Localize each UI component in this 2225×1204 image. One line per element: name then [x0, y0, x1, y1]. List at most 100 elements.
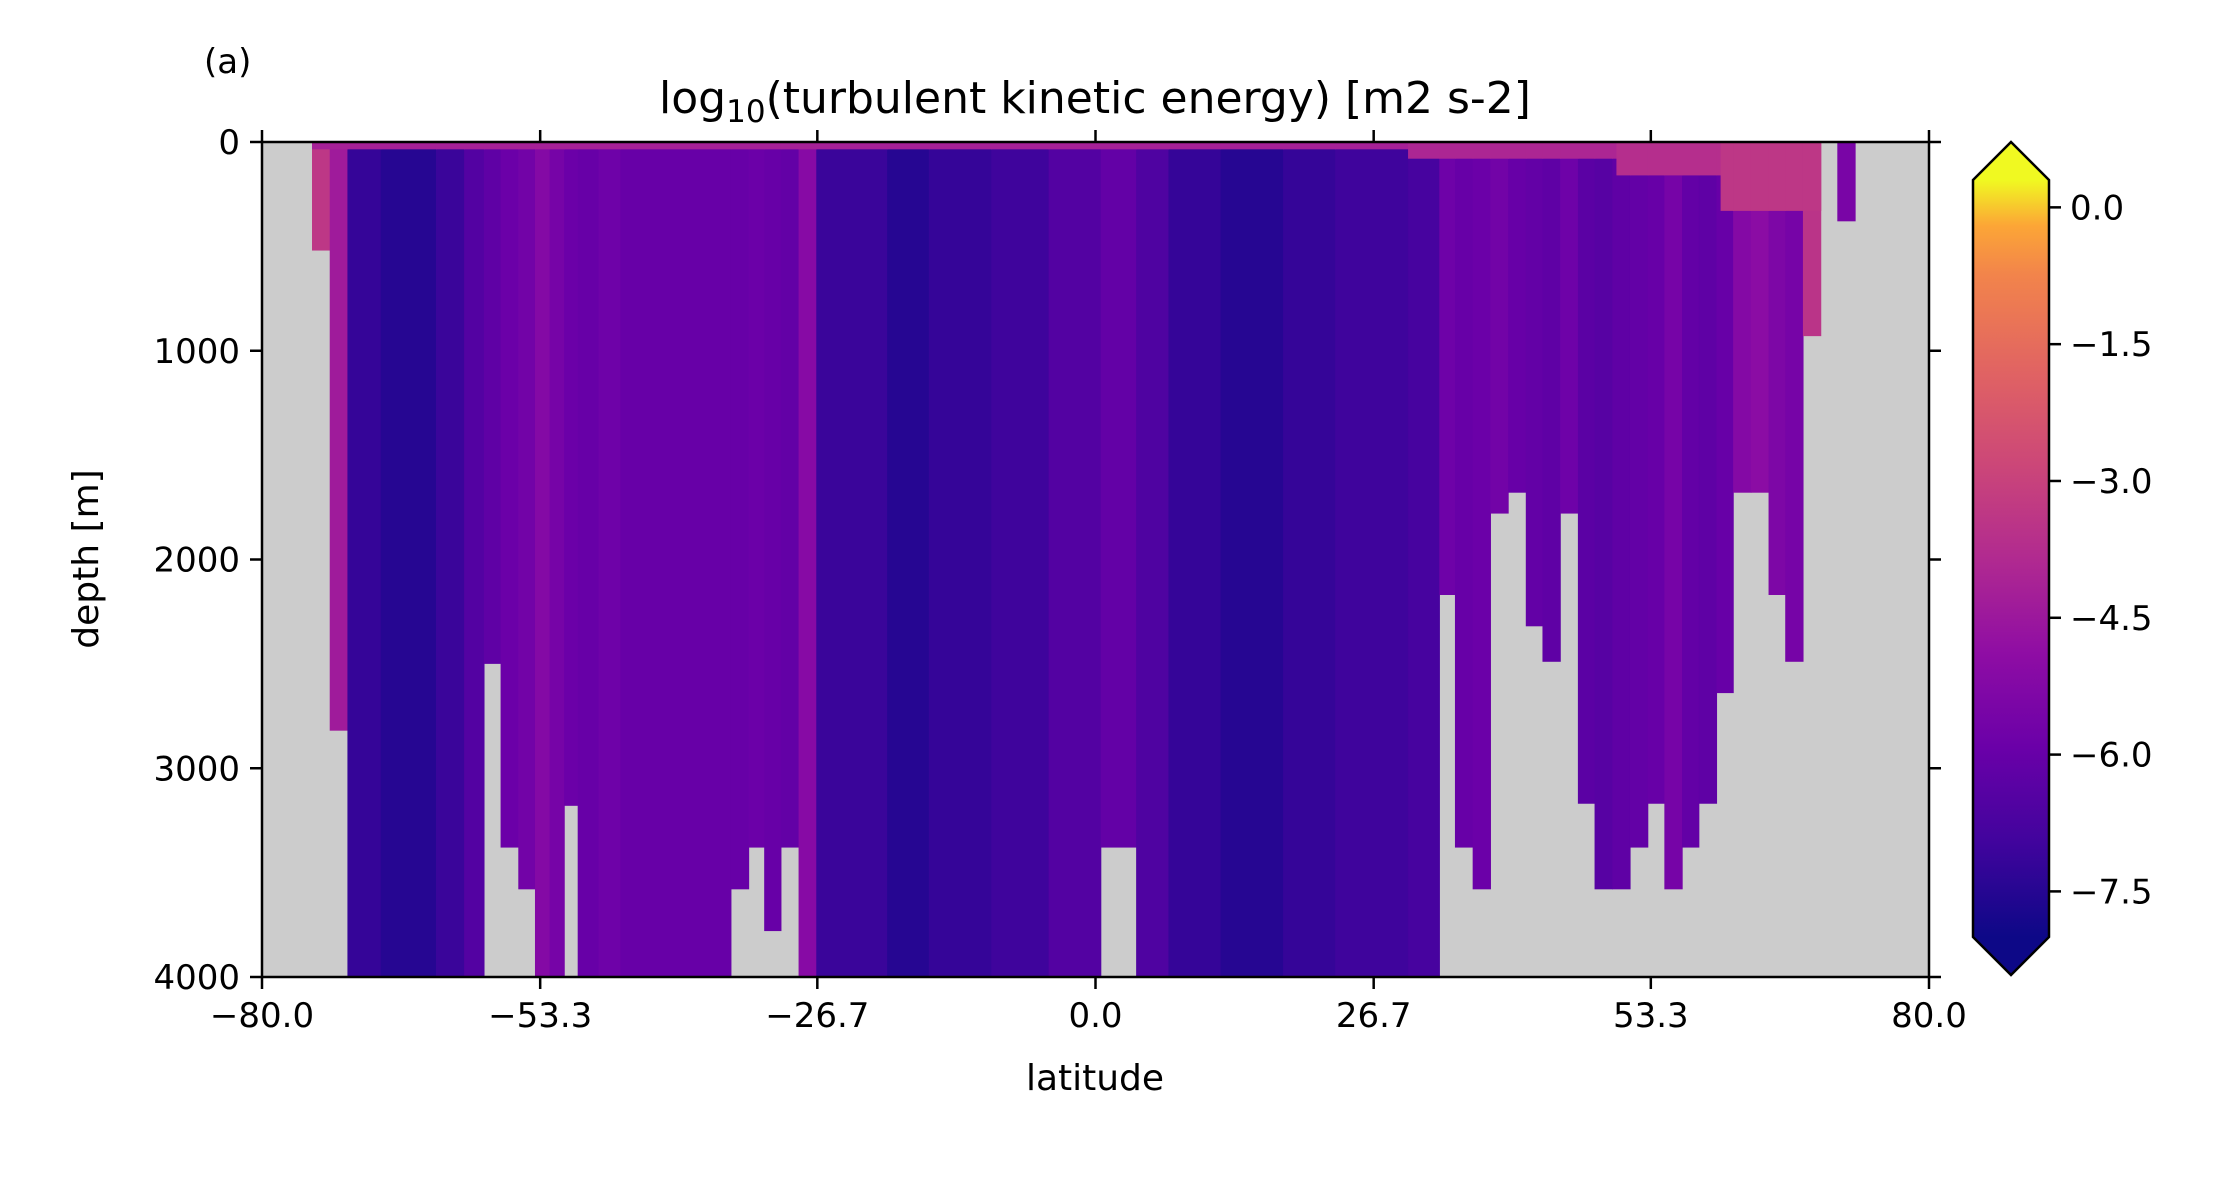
heatmap-column	[564, 142, 579, 806]
x-tick-label: −26.7	[765, 996, 869, 1036]
heatmap-column	[1682, 142, 1700, 848]
heatmap-surface-cell	[380, 142, 437, 150]
heatmap-column	[1664, 142, 1683, 890]
heatmap-column	[1542, 142, 1561, 662]
colorbar-tick-label: −3.0	[2070, 462, 2153, 502]
heatmap-column	[1335, 142, 1409, 977]
heatmap-surface-cell	[518, 142, 536, 150]
heatmap-surface-cell	[1785, 142, 1804, 211]
heatmap-surface-cell	[1698, 142, 1718, 176]
heatmap-column	[620, 142, 732, 977]
heatmap-surface-cell	[500, 142, 519, 150]
y-axis-label: depth [m]	[66, 469, 107, 648]
heatmap-column	[464, 142, 485, 977]
heatmap-column	[1220, 142, 1284, 977]
heatmap-column	[1439, 142, 1456, 595]
heatmap-column	[1048, 142, 1102, 977]
heatmap-column	[518, 142, 536, 890]
heatmap-surface-cell	[816, 142, 888, 150]
heatmap-surface-cell	[1733, 142, 1752, 211]
heatmap-surface-cell	[564, 142, 579, 150]
heatmap-surface-cell	[1664, 142, 1683, 176]
panel-label: (a)	[204, 42, 251, 82]
heatmap-column	[1560, 142, 1579, 514]
colorbar-tick-label: −7.5	[2070, 872, 2153, 912]
heatmap-column	[549, 142, 565, 977]
y-tick-label: 4000	[153, 958, 240, 998]
y-tick-label: 3000	[153, 749, 240, 789]
heatmap-surface-cell	[1750, 142, 1770, 211]
heatmap-surface-cell	[1220, 142, 1284, 150]
heatmap-column	[598, 142, 622, 977]
colorbar-tick-label: 0.0	[2070, 188, 2124, 228]
heatmap-column	[534, 142, 551, 977]
x-tick-label: −53.3	[488, 996, 592, 1036]
heatmap-column	[1698, 142, 1718, 804]
heatmap-column	[1629, 142, 1649, 848]
colorbar-gradient	[1973, 180, 2049, 937]
title-rest: (turbulent kinetic energy) [m2 s-2]	[766, 73, 1531, 124]
colorbar-tick-label: −1.5	[2070, 325, 2153, 365]
colorbar-tick-label: −6.0	[2070, 736, 2153, 776]
heatmap-surface-cell	[798, 142, 817, 150]
heatmap-column	[764, 142, 782, 932]
heatmap-surface-cell	[464, 142, 485, 150]
heatmap-surface-cell	[1682, 142, 1700, 176]
heatmap-surface-cell	[598, 142, 622, 150]
heatmap-column	[1136, 142, 1170, 977]
heatmap-column	[1408, 142, 1440, 977]
heatmap-surface-cell	[928, 142, 992, 150]
heatmap-column	[1508, 142, 1527, 493]
x-tick-label: 0.0	[1068, 996, 1122, 1036]
colorbar-extend-bottom	[1973, 937, 2049, 975]
heatmap-surface-cell	[1560, 142, 1579, 159]
heatmap-surface-cell	[435, 142, 465, 150]
colorbar-extend-top	[1973, 142, 2049, 180]
heatmap-column	[1716, 142, 1734, 694]
heatmap-column	[1785, 142, 1804, 662]
heatmap-column	[1837, 142, 1856, 222]
heatmap-surface-cell	[1335, 142, 1409, 150]
heatmap-column	[435, 142, 465, 977]
heatmap-column	[1750, 142, 1770, 493]
heatmap-surface-cell	[1577, 142, 1596, 159]
colorbar-ticks: 0.0 −1.5 −3.0 −4.5 −6.0 −7.5	[2049, 188, 2153, 912]
heatmap-surface-cell	[1454, 142, 1474, 159]
heatmap-surface-cell	[1802, 142, 1822, 211]
x-axis-label: latitude	[1026, 1058, 1164, 1099]
heatmap-surface-cell	[1768, 142, 1786, 211]
x-tick-label: 53.3	[1613, 996, 1689, 1036]
heatmap-surface-cell	[483, 142, 502, 150]
heatmap-surface-cell	[534, 142, 551, 150]
heatmap-column	[1472, 142, 1491, 890]
heatmap-column	[1733, 142, 1752, 493]
heatmap-surface-cell	[1100, 142, 1137, 150]
heatmap-surface-cell	[1508, 142, 1527, 159]
y-tick-label: 2000	[153, 541, 240, 581]
heatmap-surface-cell	[620, 142, 732, 150]
heatmap-column	[1454, 142, 1474, 848]
heatmap-column	[347, 142, 382, 977]
heatmap-column	[798, 142, 817, 977]
chart-title: log10(turbulent kinetic energy) [m2 s-2]	[659, 73, 1531, 130]
heatmap-surface-cell	[347, 142, 382, 150]
heatmap-column	[1594, 142, 1613, 890]
heatmap-column	[577, 142, 600, 977]
heatmap-surface-cell	[991, 142, 1050, 150]
heatmap-surface-cell	[1136, 142, 1170, 150]
heatmap-column	[1100, 142, 1137, 848]
heatmap-surface-cell	[1542, 142, 1561, 159]
x-tick-label: 80.0	[1891, 996, 1967, 1036]
heatmap-column	[1168, 142, 1222, 977]
heatmap-column	[1768, 142, 1786, 595]
heatmap-surface-cell	[1716, 142, 1722, 176]
heatmap-column	[730, 142, 750, 890]
heatmap-surface-cell	[1490, 142, 1509, 159]
heatmap-surface-cell	[1594, 142, 1613, 159]
heatmap-surface-cell	[1616, 142, 1631, 176]
heatmap-surface-cell	[1647, 142, 1665, 176]
y-tick-label: 0	[218, 123, 240, 163]
y-tick-label: 1000	[153, 332, 240, 372]
heatmap-surface-cell	[1048, 142, 1102, 150]
